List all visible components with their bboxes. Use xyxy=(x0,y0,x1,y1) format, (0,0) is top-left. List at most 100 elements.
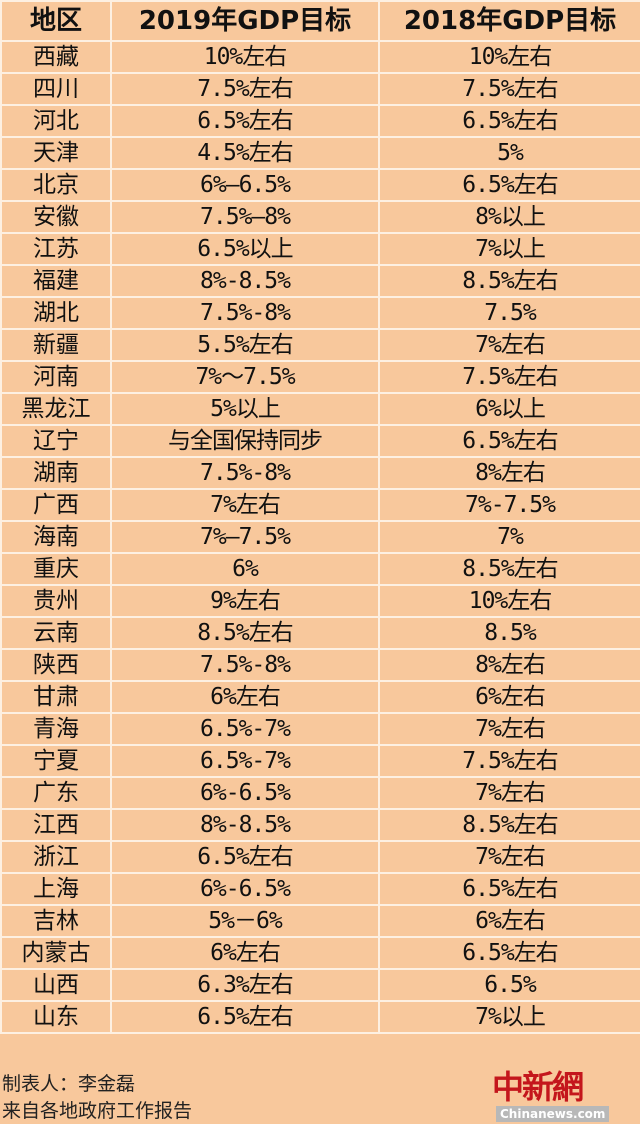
logo-text: 中新網 xyxy=(492,1068,584,1106)
header-row: 地区 2019年GDP目标 2018年GDP目标 xyxy=(0,0,640,42)
cell-2019-target: 4.5%左右 xyxy=(110,136,380,170)
cell-region: 陕西 xyxy=(0,648,112,682)
cell-region: 新疆 xyxy=(0,328,112,362)
chinanews-logo: 中新網 Chinanews.com xyxy=(492,1070,612,1124)
cell-2019-target: 6% xyxy=(110,552,380,586)
cell-2018-target: 7%左右 xyxy=(378,776,640,810)
cell-region: 云南 xyxy=(0,616,112,650)
table-row: 河北 6.5%左右 6.5%左右 xyxy=(0,104,640,138)
header-region: 地区 xyxy=(0,0,112,42)
cell-2019-target: 6.5%左右 xyxy=(110,104,380,138)
cell-2019-target: 7.5%左右 xyxy=(110,72,380,106)
cell-region: 江西 xyxy=(0,808,112,842)
cell-region: 湖南 xyxy=(0,456,112,490)
cell-region: 贵州 xyxy=(0,584,112,618)
cell-2018-target: 5% xyxy=(378,136,640,170)
table-row: 安徽 7.5%—8% 8%以上 xyxy=(0,200,640,234)
cell-2019-target: 5%以上 xyxy=(110,392,380,426)
table-row: 云南 8.5%左右 8.5% xyxy=(0,616,640,650)
cell-region: 湖北 xyxy=(0,296,112,330)
table-row: 内蒙古 6%左右 6.5%左右 xyxy=(0,936,640,970)
table-row: 辽宁 与全国保持同步 6.5%左右 xyxy=(0,424,640,458)
cell-region: 海南 xyxy=(0,520,112,554)
cell-2019-target: 9%左右 xyxy=(110,584,380,618)
cell-2018-target: 6.5%左右 xyxy=(378,104,640,138)
table-row: 福建 8%-8.5% 8.5%左右 xyxy=(0,264,640,298)
cell-region: 天津 xyxy=(0,136,112,170)
cell-2019-target: 6.5%-7% xyxy=(110,712,380,746)
cell-region: 广西 xyxy=(0,488,112,522)
cell-region: 辽宁 xyxy=(0,424,112,458)
cell-region: 重庆 xyxy=(0,552,112,586)
cell-2019-target: 6%—6.5% xyxy=(110,168,380,202)
cell-2018-target: 7.5%左右 xyxy=(378,360,640,394)
cell-2018-target: 10%左右 xyxy=(378,40,640,74)
cell-region: 山东 xyxy=(0,1000,112,1034)
cell-2018-target: 7.5%左右 xyxy=(378,72,640,106)
cell-region: 西藏 xyxy=(0,40,112,74)
cell-2018-target: 7%以上 xyxy=(378,1000,640,1034)
cell-region: 内蒙古 xyxy=(0,936,112,970)
cell-2019-target: 8%-8.5% xyxy=(110,264,380,298)
table-row: 西藏 10%左右 10%左右 xyxy=(0,40,640,74)
cell-2019-target: 5%－6% xyxy=(110,904,380,938)
table-row: 广西 7%左右 7%-7.5% xyxy=(0,488,640,522)
cell-region: 四川 xyxy=(0,72,112,106)
cell-region: 甘肃 xyxy=(0,680,112,714)
cell-2018-target: 6.5%左右 xyxy=(378,424,640,458)
cell-2019-target: 7%—7.5% xyxy=(110,520,380,554)
footer-author: 制表人：李金磊 xyxy=(2,1073,136,1095)
cell-2018-target: 8.5% xyxy=(378,616,640,650)
table-row: 重庆 6% 8.5%左右 xyxy=(0,552,640,586)
header-2019-target: 2019年GDP目标 xyxy=(110,0,380,42)
cell-2019-target: 5.5%左右 xyxy=(110,328,380,362)
table-row: 浙江 6.5%左右 7%左右 xyxy=(0,840,640,874)
cell-2019-target: 7.5%-8% xyxy=(110,296,380,330)
cell-2018-target: 7%左右 xyxy=(378,712,640,746)
table-row: 陕西 7.5%-8% 8%左右 xyxy=(0,648,640,682)
cell-2018-target: 6.5%左右 xyxy=(378,168,640,202)
cell-2018-target: 7%以上 xyxy=(378,232,640,266)
cell-region: 黑龙江 xyxy=(0,392,112,426)
cell-region: 北京 xyxy=(0,168,112,202)
cell-region: 浙江 xyxy=(0,840,112,874)
table-row: 天津 4.5%左右 5% xyxy=(0,136,640,170)
cell-region: 宁夏 xyxy=(0,744,112,778)
cell-2018-target: 8.5%左右 xyxy=(378,808,640,842)
cell-region: 福建 xyxy=(0,264,112,298)
cell-region: 吉林 xyxy=(0,904,112,938)
cell-2019-target: 6.5%-7% xyxy=(110,744,380,778)
cell-2019-target: 6.5%以上 xyxy=(110,232,380,266)
gdp-target-table: 地区 2019年GDP目标 2018年GDP目标 西藏 10%左右 10%左右 四川 7… xyxy=(0,0,640,1034)
table-row: 湖南 7.5%-8% 8%左右 xyxy=(0,456,640,490)
footer-source: 来自各地政府工作报告 xyxy=(2,1100,193,1122)
cell-2019-target: 7.5%—8% xyxy=(110,200,380,234)
cell-2019-target: 7.5%-8% xyxy=(110,456,380,490)
cell-2019-target: 6.5%左右 xyxy=(110,1000,380,1034)
cell-2019-target: 6%-6.5% xyxy=(110,872,380,906)
cell-2019-target: 6%左右 xyxy=(110,936,380,970)
table-row: 河南 7%～7.5% 7.5%左右 xyxy=(0,360,640,394)
cell-region: 河南 xyxy=(0,360,112,394)
cell-2018-target: 6.5%左右 xyxy=(378,872,640,906)
cell-2018-target: 7.5%左右 xyxy=(378,744,640,778)
table-row: 上海 6%-6.5% 6.5%左右 xyxy=(0,872,640,906)
cell-2018-target: 6.5%左右 xyxy=(378,936,640,970)
cell-region: 安徽 xyxy=(0,200,112,234)
cell-2019-target: 7%左右 xyxy=(110,488,380,522)
table-row: 江苏 6.5%以上 7%以上 xyxy=(0,232,640,266)
table-row: 宁夏 6.5%-7% 7.5%左右 xyxy=(0,744,640,778)
cell-region: 上海 xyxy=(0,872,112,906)
table-row: 青海 6.5%-7% 7%左右 xyxy=(0,712,640,746)
table-body: 西藏 10%左右 10%左右 四川 7.5%左右 7.5%左右 河北 6.5%左右 6.5%左右… xyxy=(0,40,640,1034)
cell-2018-target: 6.5% xyxy=(378,968,640,1002)
cell-2018-target: 7%左右 xyxy=(378,840,640,874)
cell-2019-target: 6.3%左右 xyxy=(110,968,380,1002)
table-row: 吉林 5%－6% 6%左右 xyxy=(0,904,640,938)
cell-2018-target: 8%左右 xyxy=(378,648,640,682)
table-row: 黑龙江 5%以上 6%以上 xyxy=(0,392,640,426)
cell-2019-target: 6%-6.5% xyxy=(110,776,380,810)
cell-2018-target: 6%以上 xyxy=(378,392,640,426)
cell-2018-target: 6%左右 xyxy=(378,904,640,938)
table-row: 海南 7%—7.5% 7% xyxy=(0,520,640,554)
